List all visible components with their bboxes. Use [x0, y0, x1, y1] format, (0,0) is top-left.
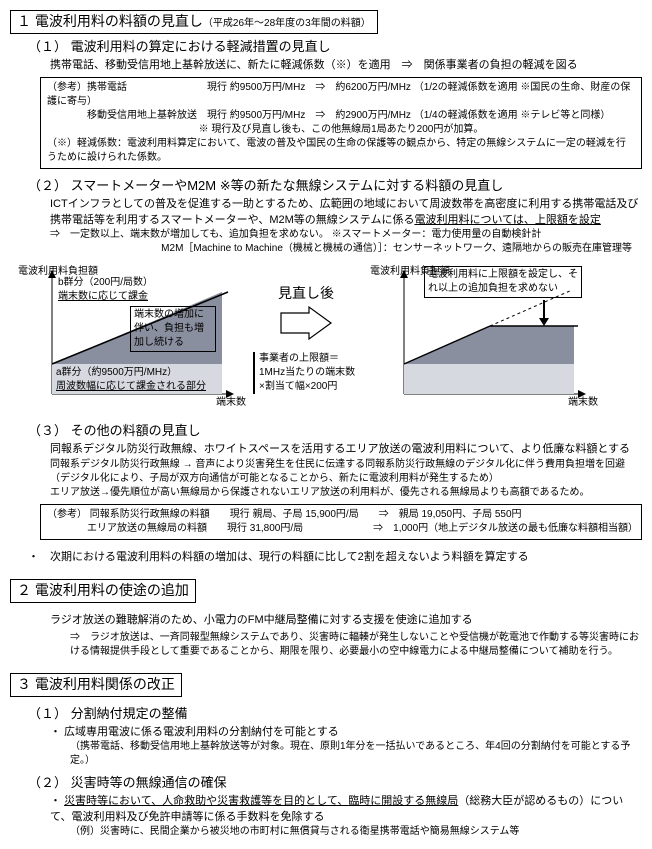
section-1-title-sub: （平成26年～28年度の3年間の料額）	[203, 18, 371, 29]
chart-left-b: b群分（200円/局数） 端末数に応じて課金	[58, 276, 153, 304]
section-2: ２ 電波利用料の使途の追加 ラジオ放送の難聴解消のため、小電力のFM中継局整備に…	[10, 579, 642, 659]
chart-left-a-u: 周波数幅に応じて課金される部分	[56, 381, 206, 392]
section-1-title-box: １ 電波利用料の料額の見直し（平成26年～28年度の3年間の料額）	[10, 10, 378, 34]
s1-tail: ・ 次期における電波利用料の料額の増加は、現行の料額に比して2割を超えないよう料…	[28, 550, 642, 565]
s1p3-line1: 同報系デジタル防災行政無線、ホワイトスペースを活用するエリア放送の電波利用料につ…	[50, 442, 642, 457]
s3p2-line1-pre: ・	[50, 795, 64, 807]
s1p3-line3: エリア放送→優先順位が高い無線局から保護されないエリア放送の利用料が、優先される…	[50, 486, 642, 500]
chart-left: 電波利用料負担額 端末数 b群分（200円/局数） 端末数に応じて課金 a群分（…	[20, 264, 240, 414]
s1p2-line1b-u: 電波利用料については、上限額を設定	[414, 214, 600, 226]
chart-mid: 見直し後 事業者の上限額＝1MHz当たりの端末数×割当て幅×200円	[246, 284, 366, 395]
s3p2-line2: （例）災害時に、民間企業から被災地の市町村に無償貸与される衛星携帯電話や簡易無線…	[70, 825, 642, 839]
chart-mid-top: 見直し後	[278, 284, 334, 304]
s3p2-line1-u: 災害時等において、人命救助や災害救護等を目的として、臨時に開設する無線局	[64, 795, 458, 807]
s1p2-line3: M2M［Machine to Machine（機械と機械の通信）］：センサーネッ…	[10, 242, 632, 256]
s3p1-line2: （携帯電話、移動受信用地上基幹放送等が対象。現在、原則1年分を一括払いであるとこ…	[70, 740, 642, 768]
chart-left-ylabel: 電波利用料負担額	[18, 266, 48, 278]
s1p2-line1b-pre: 携帯電話等を利用するスマートメーターや、M2M等の無線システムに係る	[50, 214, 414, 226]
s1p1-heading: （１） 電波利用料の算定における軽減措置の見直し	[28, 38, 642, 56]
section-1-title: １ 電波利用料の料額の見直し	[17, 13, 203, 29]
s3p2-line1: ・ 災害時等において、人命救助や災害救護等を目的として、臨時に開設する無線局（総…	[50, 794, 642, 825]
section-2-title-box: ２ 電波利用料の使途の追加	[10, 579, 196, 603]
s1p1-ref2: 移動受信用地上基幹放送 現行 約9500万円/MHz ⇒ 約2900万円/MHz…	[47, 109, 635, 123]
chart-left-a-label: a群分（約9500万円/MHz）	[56, 367, 177, 378]
section-3-title: ３ 電波利用料関係の改正	[17, 676, 175, 692]
s1p2-line2: ⇒ 一定数以上、端末数が増加しても、追加負担を求めない。 ※スマートメーター：電…	[50, 228, 642, 242]
s1p2-line1b: 携帯電話等を利用するスマートメーターや、M2M等の無線システムに係る電波利用料に…	[50, 213, 642, 228]
s1p2-line1a: ICTインフラとしての普及を促進する一助とするため、広範囲の地域において周波数帯…	[50, 197, 642, 212]
chart-left-b-u: 端末数に応じて課金	[58, 291, 148, 302]
chart-left-a: a群分（約9500万円/MHz） 周波数幅に応じて課金される部分	[56, 366, 206, 394]
s1p3-heading: （３） その他の料額の見直し	[28, 422, 642, 440]
s1p3-refbox: （参考） 同報系防災行政無線の料額 現行 親局、子局 15,900円/局 ⇒ 親…	[40, 504, 642, 540]
s3p2-heading: （２） 災害時等の無線通信の確保	[28, 774, 642, 792]
section-3: ３ 電波利用料関係の改正 （１） 分割納付規定の整備 ・ 広域専用電波に係る電波…	[10, 673, 642, 839]
chart-right-ylabel: 電波利用料負担額	[370, 266, 400, 278]
arrow-icon	[279, 305, 333, 348]
section-2-title: ２ 電波利用料の使途の追加	[17, 582, 189, 598]
s1p3-ref1: （参考） 同報系防災行政無線の料額 現行 親局、子局 15,900円/局 ⇒ 親…	[47, 508, 635, 522]
charts-row: 電波利用料負担額 端末数 b群分（200円/局数） 端末数に応じて課金 a群分（…	[20, 264, 642, 414]
section-3-title-box: ３ 電波利用料関係の改正	[10, 673, 182, 697]
s1p1-ref1: （参考）携帯電話 現行 約9500万円/MHz ⇒ 約6200万円/MHz （1…	[47, 81, 635, 109]
s3p1-heading: （１） 分割納付規定の整備	[28, 705, 642, 723]
chart-right: 電波利用料負担額 端末数 電波利用料に上限額を設定し、それ以上の追加負担を求めな…	[372, 264, 592, 414]
section-1: １ 電波利用料の料額の見直し（平成26年～28年度の3年間の料額） （１） 電波…	[10, 10, 642, 565]
chart-mid-box: 事業者の上限額＝1MHz当たりの端末数×割当て幅×200円	[253, 352, 359, 394]
chart-right-note: 電波利用料に上限額を設定し、それ以上の追加負担を求めない	[424, 266, 582, 298]
s2-line1: ラジオ放送の難聴解消のため、小電力のFM中継局整備に対する支援を使途に追加する	[50, 613, 642, 628]
s1p2-heading: （２） スマートメーターやM2M ※等の新たな無線システムに対する料額の見直し	[28, 177, 642, 195]
chart-right-xlabel: 端末数	[568, 396, 598, 410]
s1p3-ref2: エリア放送の無線局の料額 現行 31,800円/局 ⇒ 1,000円（地上デジタ…	[47, 522, 635, 536]
s1p1-ref4: （※）軽減係数：電波利用料算定において、電波の普及や国民の生命の保護等の観点から…	[47, 137, 635, 165]
chart-left-note: 端末数の増加に伴い、負担も増加し続ける	[130, 306, 216, 352]
chart-left-b-label: b群分（200円/局数）	[58, 277, 153, 288]
s1p1-refbox: （参考）携帯電話 現行 約9500万円/MHz ⇒ 約6200万円/MHz （1…	[40, 77, 642, 169]
s2-line2: ⇒ ラジオ放送は、一斉同報型無線システムであり、災害時に輻輳が発生しないことや受…	[70, 631, 642, 659]
s1p1-ref3: ※ 現行及び見直し後も、この他無線局1局あたり200円が加算。	[47, 123, 635, 137]
s1p1-line1: 携帯電話、移動受信用地上基幹放送に、新たに軽減係数（※）を適用 ⇒ 関係事業者の…	[50, 58, 642, 73]
s1p3-line2: 同報系デジタル防災行政無線 → 音声により災害発生を住民に伝達する同報系防災行政…	[50, 458, 642, 486]
chart-left-xlabel: 端末数	[216, 396, 246, 410]
